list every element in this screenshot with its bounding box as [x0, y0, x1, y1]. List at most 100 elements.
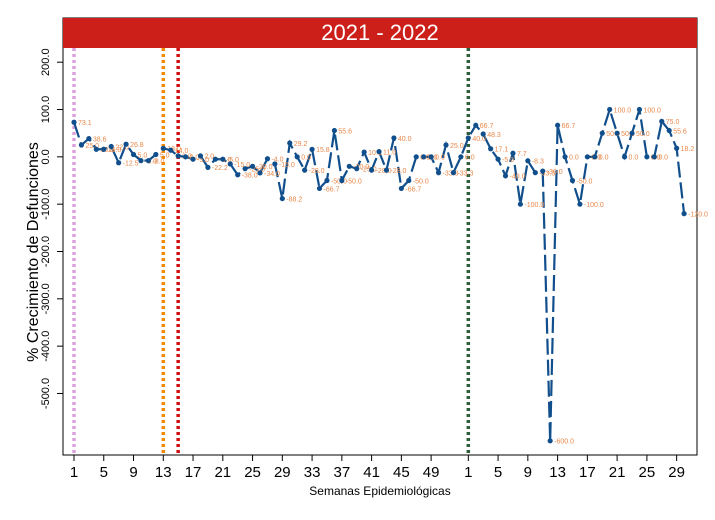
point — [197, 153, 204, 159]
point — [674, 145, 680, 151]
point — [413, 154, 419, 160]
data-label: 16.0 — [100, 147, 114, 154]
point — [339, 177, 345, 184]
data-label: -20.0 — [257, 164, 273, 171]
data-label: -5.0 — [197, 157, 209, 164]
data-label: 100.0 — [614, 107, 632, 114]
point — [294, 154, 300, 160]
point — [130, 151, 137, 158]
point — [540, 168, 546, 174]
x-tick-label: 45 — [393, 464, 410, 481]
point — [383, 167, 390, 173]
y-tick-label: 200.0 — [40, 48, 52, 76]
point — [510, 150, 516, 156]
data-label: 5.0 — [160, 152, 170, 159]
data-label: -8.0 — [152, 158, 164, 165]
x-tick-label: 5 — [494, 464, 502, 481]
data-label: 50.0 — [606, 131, 620, 138]
plot-frame — [62, 17, 698, 456]
data-label: 100.0 — [643, 107, 661, 114]
data-label: -15.0 — [234, 162, 250, 169]
data-label: 7.7 — [517, 151, 527, 158]
data-label: 40.0 — [472, 136, 486, 143]
point — [629, 130, 635, 136]
point — [145, 158, 151, 164]
data-label: 66.7 — [480, 123, 494, 130]
point — [495, 156, 501, 162]
point — [555, 122, 561, 128]
data-label: 0.0 — [599, 155, 609, 162]
point — [212, 156, 218, 162]
data-label: -25.0 — [249, 167, 265, 174]
point — [101, 146, 107, 152]
data-label: 38.6 — [93, 136, 107, 143]
point — [599, 130, 605, 136]
x-tick-label: 25 — [639, 464, 656, 481]
point — [272, 161, 278, 167]
data-label: -4.0 — [271, 157, 283, 164]
x-tick-label: 49 — [423, 464, 440, 481]
point — [168, 147, 174, 153]
x-tick-label: 29 — [668, 464, 685, 481]
data-label: 0.0 — [658, 155, 668, 162]
x-tick-label: 17 — [579, 464, 596, 481]
x-tick-label: 21 — [609, 464, 626, 481]
x-axis-label: Semanas Epidemiológicas — [309, 484, 450, 498]
point — [175, 153, 181, 159]
data-label: -30.0 — [547, 169, 563, 176]
point — [421, 154, 427, 160]
data-label: -66.7 — [405, 186, 421, 193]
x-tick-label: 33 — [304, 464, 321, 481]
data-label: 18.2 — [681, 146, 695, 153]
data-label: -28.0 — [390, 168, 406, 175]
point — [636, 106, 643, 113]
y-tick-label: -400.0 — [40, 331, 52, 362]
data-label: -8.3 — [532, 159, 544, 166]
data-label: 48.3 — [487, 132, 501, 139]
data-label: 16.0 — [108, 147, 122, 154]
y-tick-label: -500.0 — [40, 378, 52, 409]
point — [235, 172, 241, 178]
x-tick-label: 21 — [214, 464, 231, 481]
data-label: -28.0 — [309, 168, 325, 175]
x-tick-label: 9 — [129, 464, 137, 481]
point — [376, 149, 382, 155]
point — [249, 163, 256, 169]
point — [458, 154, 464, 160]
point — [93, 146, 99, 152]
data-label: -12.5 — [123, 161, 139, 168]
point — [465, 135, 471, 141]
data-label: -34.0 — [264, 171, 280, 178]
x-tick-label: 25 — [244, 464, 261, 481]
data-label: -22.2 — [212, 165, 228, 172]
point — [78, 142, 85, 148]
point — [577, 201, 583, 207]
y-axis-label: % Crecimiento de Defunciones — [25, 142, 42, 362]
point — [220, 156, 226, 162]
data-label: -50.0 — [331, 178, 347, 185]
point — [502, 173, 509, 179]
x-tick-label: 1 — [70, 464, 78, 481]
data-label: 17.1 — [495, 147, 509, 154]
point — [480, 131, 486, 137]
data-label: -100.0 — [584, 202, 604, 209]
data-label: -120.0 — [688, 211, 708, 218]
data-label: 55.6 — [673, 128, 687, 135]
data-label: -5.0 — [227, 157, 239, 164]
data-label: 11.0 — [383, 149, 396, 156]
data-label: -66.7 — [324, 186, 340, 193]
point — [86, 135, 92, 142]
y-tick-label: -100.0 — [40, 189, 52, 220]
data-label: -15.0 — [279, 162, 295, 169]
data-label: 75.0 — [666, 119, 680, 126]
point — [279, 195, 285, 202]
y-tick-label: -200.0 — [40, 236, 52, 267]
point — [517, 201, 524, 207]
point — [488, 146, 494, 152]
point — [592, 154, 598, 160]
point — [644, 154, 650, 160]
x-tick-label: 37 — [333, 464, 350, 481]
data-label: 18.0 — [167, 146, 181, 153]
data-label: 22.0 — [115, 144, 129, 151]
